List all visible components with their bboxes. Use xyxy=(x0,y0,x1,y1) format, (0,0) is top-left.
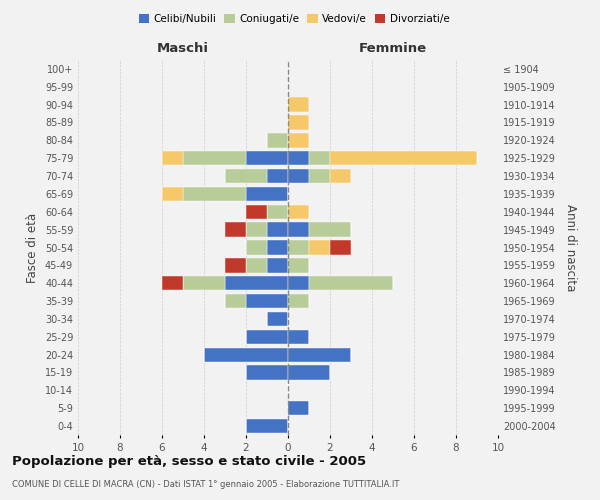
Bar xyxy=(246,258,267,272)
Bar xyxy=(288,116,309,130)
Text: Femmine: Femmine xyxy=(359,42,427,54)
Bar xyxy=(225,294,246,308)
Bar xyxy=(162,151,183,166)
Text: COMUNE DI CELLE DI MACRA (CN) - Dati ISTAT 1° gennaio 2005 - Elaborazione TUTTIT: COMUNE DI CELLE DI MACRA (CN) - Dati IST… xyxy=(12,480,400,489)
Bar xyxy=(183,151,246,166)
Bar xyxy=(246,419,288,433)
Bar xyxy=(246,222,267,237)
Bar xyxy=(225,222,246,237)
Bar xyxy=(267,258,288,272)
Bar xyxy=(246,330,288,344)
Bar xyxy=(288,330,309,344)
Bar xyxy=(309,169,330,183)
Bar xyxy=(288,258,309,272)
Bar xyxy=(246,204,267,219)
Y-axis label: Anni di nascita: Anni di nascita xyxy=(563,204,577,291)
Bar xyxy=(288,276,309,290)
Bar xyxy=(288,240,309,254)
Bar xyxy=(267,240,288,254)
Bar xyxy=(246,187,288,201)
Bar xyxy=(246,294,288,308)
Bar xyxy=(267,312,288,326)
Bar xyxy=(162,276,183,290)
Bar xyxy=(225,169,267,183)
Text: Maschi: Maschi xyxy=(157,42,209,54)
Bar xyxy=(288,133,309,148)
Bar xyxy=(162,187,183,201)
Legend: Celibi/Nubili, Coniugati/e, Vedovi/e, Divorziati/e: Celibi/Nubili, Coniugati/e, Vedovi/e, Di… xyxy=(134,10,454,29)
Text: Popolazione per età, sesso e stato civile - 2005: Popolazione per età, sesso e stato civil… xyxy=(12,455,366,468)
Bar xyxy=(330,169,351,183)
Bar xyxy=(288,169,309,183)
Bar xyxy=(309,151,330,166)
Bar xyxy=(288,204,309,219)
Bar xyxy=(288,98,309,112)
Bar xyxy=(246,240,267,254)
Bar xyxy=(225,258,246,272)
Bar xyxy=(183,276,225,290)
Bar xyxy=(246,151,288,166)
Bar xyxy=(288,366,330,380)
Bar xyxy=(288,151,309,166)
Bar xyxy=(309,240,330,254)
Bar xyxy=(246,366,288,380)
Bar xyxy=(267,133,288,148)
Bar xyxy=(309,276,393,290)
Bar xyxy=(204,348,288,362)
Bar xyxy=(267,222,288,237)
Bar xyxy=(288,348,351,362)
Bar xyxy=(309,222,351,237)
Y-axis label: Fasce di età: Fasce di età xyxy=(26,212,39,282)
Bar xyxy=(267,169,288,183)
Bar xyxy=(330,151,477,166)
Bar xyxy=(330,240,351,254)
Bar xyxy=(288,401,309,415)
Bar xyxy=(267,204,288,219)
Bar xyxy=(225,276,288,290)
Bar xyxy=(183,187,246,201)
Bar xyxy=(288,222,309,237)
Bar xyxy=(288,294,309,308)
